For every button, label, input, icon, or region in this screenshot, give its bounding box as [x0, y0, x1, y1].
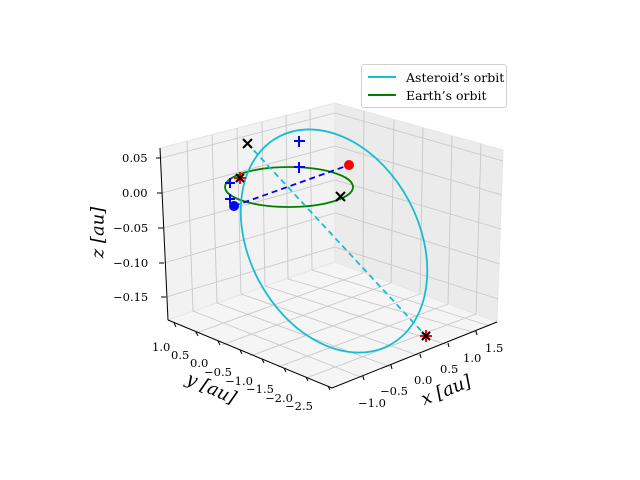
x-tick-label: 1.0: [463, 351, 482, 365]
legend-swatch-earth: [368, 94, 396, 96]
earth-position-dot: [229, 201, 239, 211]
x-tick-label: −0.5: [380, 384, 408, 398]
x-tick-label: 0.5: [440, 362, 459, 376]
x-markers: [235, 138, 431, 341]
z-tick-label: 0.00: [122, 186, 148, 200]
y-tick-label: −0.5: [204, 365, 232, 379]
y-tick-label: −1.5: [246, 382, 274, 396]
y-tick-label: −2.5: [285, 399, 313, 413]
legend-label: Earth’s orbit: [406, 87, 487, 103]
y-tick-label: 0.5: [171, 348, 190, 362]
y-axis-line: [167, 319, 333, 389]
legend-item-earth: Earth’s orbit: [368, 86, 487, 104]
plus-markers: [225, 136, 305, 204]
gridlines: [160, 108, 504, 379]
x-axis-line: [331, 321, 498, 389]
earth-orbit: [224, 166, 354, 208]
axis-lines: [156, 147, 498, 391]
y-tick-label: −2.0: [265, 391, 293, 405]
y-tick-label: 0.0: [190, 356, 209, 370]
y-tick-label: −1.0: [225, 374, 253, 388]
z-axis-label: z [au]: [87, 206, 109, 259]
z-tick-label: −0.15: [113, 290, 149, 304]
x-tick-label: 0.0: [414, 373, 433, 387]
z-tick-label: −0.05: [113, 221, 149, 235]
legend: Asteroid’s orbit Earth’s orbit: [361, 64, 507, 108]
x-tick-label: −1.0: [358, 396, 386, 410]
earth-asteroid-line: [233, 164, 350, 207]
asteroid-orbit: [239, 128, 429, 354]
z-tick-label: 0.05: [122, 151, 148, 165]
y-tick-label: 1.0: [152, 340, 171, 354]
z-tick-label: −0.10: [113, 256, 149, 270]
asteroid-position-dot: [344, 160, 354, 170]
z-axis-line: [159, 147, 169, 321]
legend-swatch-asteroid: [368, 76, 396, 78]
legend-item-asteroid: Asteroid’s orbit: [368, 68, 504, 86]
x-tick-label: 1.5: [485, 341, 504, 355]
legend-label: Asteroid’s orbit: [406, 69, 505, 85]
apsides-line: [246, 142, 427, 337]
